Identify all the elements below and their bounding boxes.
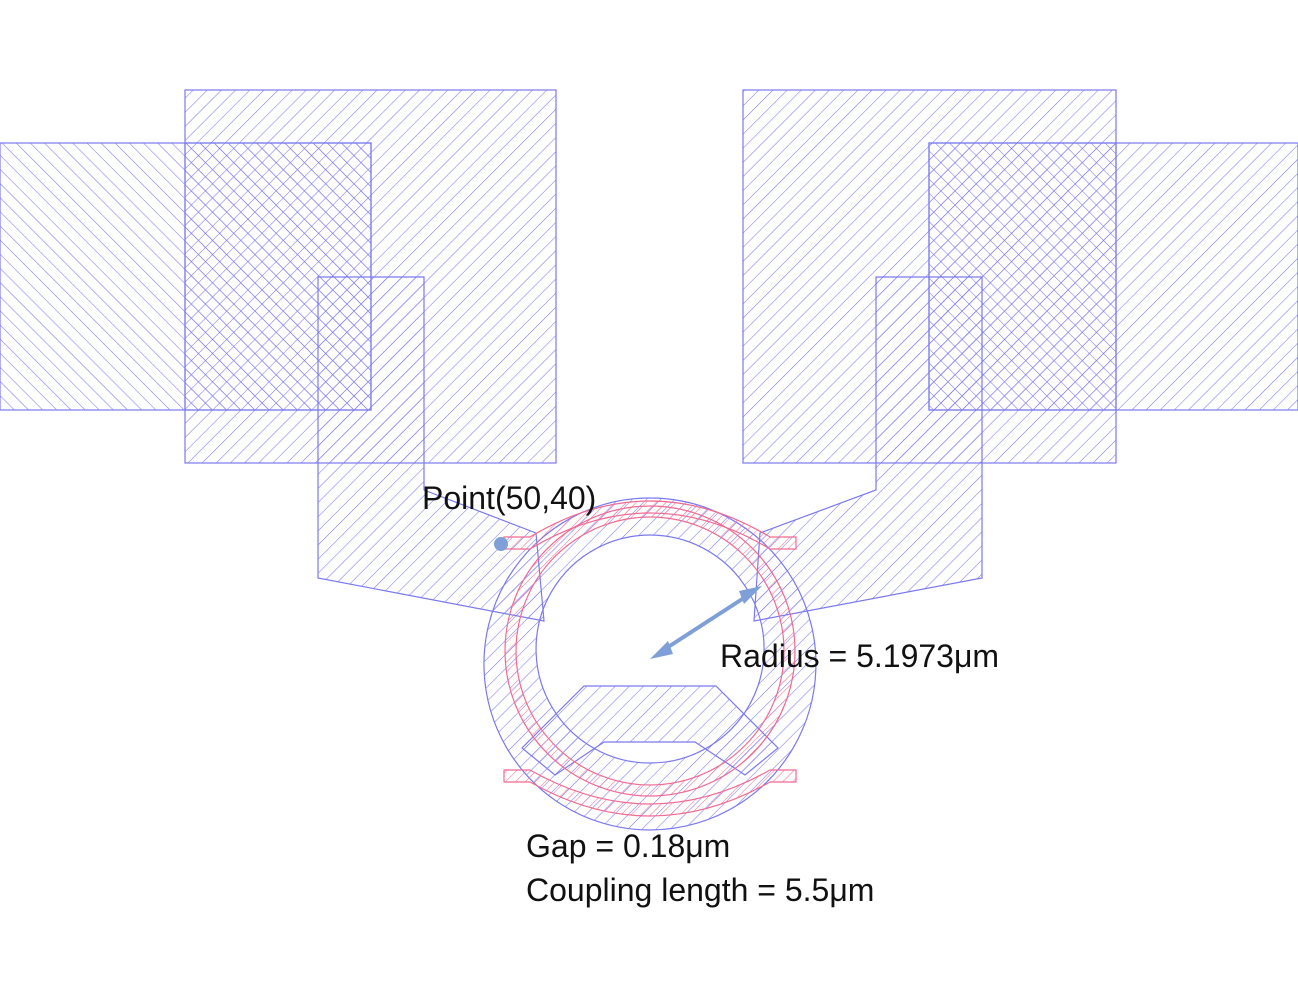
point-label: Point(50,40) [422, 480, 597, 516]
top-bus-waveguide [503, 500, 797, 550]
bottom-bus-waveguide [503, 769, 797, 817]
gap-label: Gap = 0.18μm [526, 828, 731, 864]
radius-label: Radius = 5.1973μm [720, 638, 1000, 674]
radius-arrow [650, 586, 762, 659]
heater-bridge [521, 685, 779, 776]
right-heater-trace [753, 276, 983, 622]
right-electrode [742, 89, 1298, 622]
left-electrode [0, 89, 557, 622]
coupling-length-label: Coupling length = 5.5μm [526, 872, 875, 908]
point-marker [494, 537, 508, 551]
